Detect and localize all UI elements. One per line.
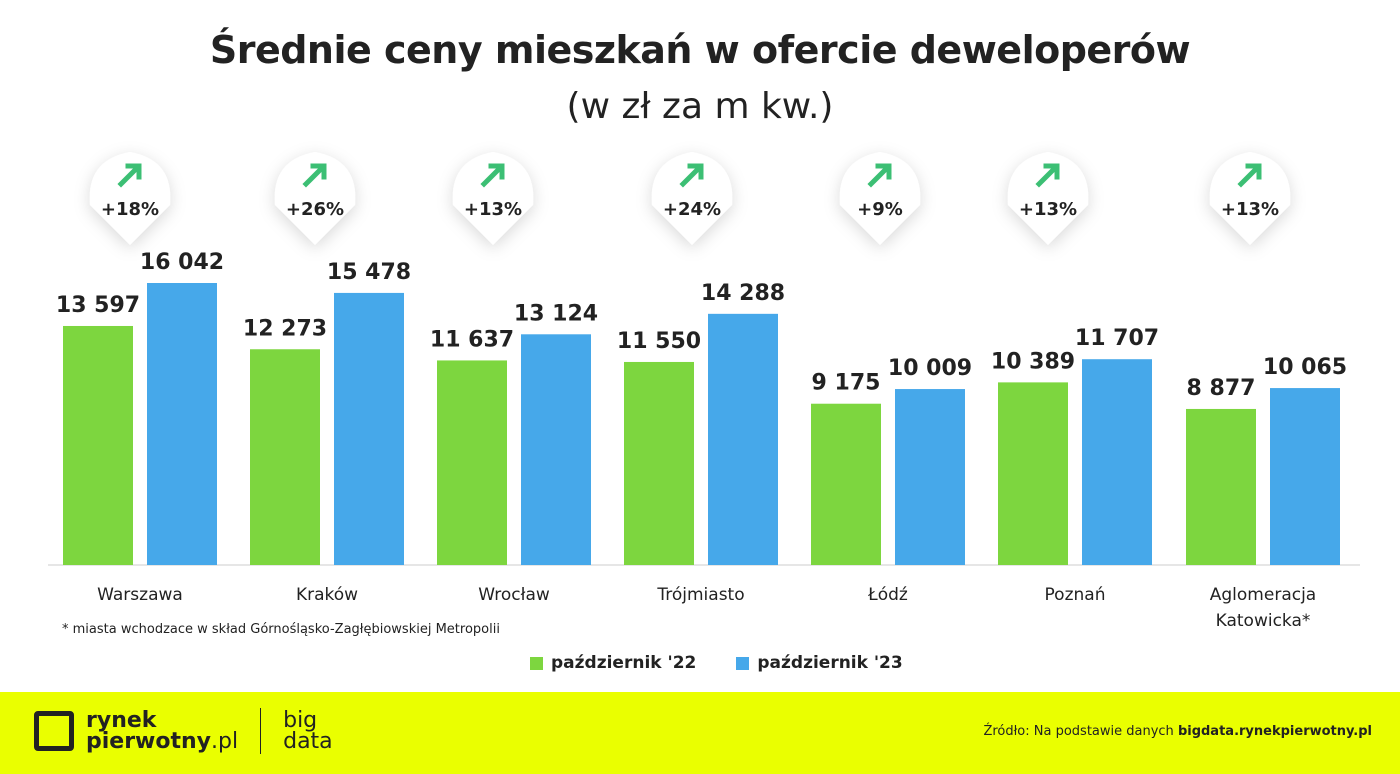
change-callout — [651, 152, 733, 245]
legend-label: październik '23 — [757, 653, 903, 673]
legend: październik '22 październik '23 — [530, 653, 903, 673]
change-callout — [274, 152, 356, 245]
bar-2023 — [521, 334, 591, 565]
source-prefix: Źródło: Na podstawie danych — [983, 724, 1178, 739]
data-label: 13 597 — [56, 293, 140, 318]
bar-2022 — [998, 382, 1068, 565]
logo-text: pierwotny — [86, 729, 212, 754]
bar-2023 — [895, 389, 965, 565]
category-label: Łódź — [867, 585, 908, 605]
chart-title: Średnie ceny mieszkań w ofercie dewelope… — [209, 28, 1191, 72]
logo-mark-icon — [34, 711, 74, 751]
change-callout — [1209, 152, 1291, 245]
logo-divider — [260, 708, 262, 754]
bar-2022 — [437, 360, 507, 565]
change-callout — [839, 152, 921, 245]
bar-2023 — [1082, 359, 1152, 565]
data-label: 16 042 — [140, 250, 224, 275]
chart-subtitle: (w zł za m kw.) — [566, 86, 834, 127]
arrow-up-right-icon — [867, 163, 892, 188]
data-label: 10 065 — [1263, 355, 1347, 380]
bar-2022 — [624, 361, 694, 565]
change-label: +9% — [857, 199, 903, 220]
bar-2023 — [1270, 388, 1340, 565]
change-label: +13% — [464, 199, 522, 220]
arrow-up-right-icon — [1035, 163, 1060, 188]
category-label: Wrocław — [478, 585, 550, 605]
category-label: Kraków — [296, 585, 358, 605]
bigdata-text: big — [283, 708, 318, 733]
data-label: 9 175 — [812, 371, 881, 396]
change-callout — [452, 152, 534, 245]
arrow-up-right-icon — [679, 163, 704, 188]
bar-2022 — [250, 349, 320, 565]
category-label: Warszawa — [97, 585, 183, 605]
data-label: 11 550 — [617, 329, 701, 354]
category-label: Poznań — [1045, 585, 1106, 605]
data-label: 10 009 — [888, 356, 972, 381]
legend-swatch — [736, 656, 750, 670]
legend-item-2023: październik '23 — [736, 653, 903, 673]
data-label: 13 124 — [514, 301, 598, 326]
source-site: bigdata.rynekpierwotny.pl — [1177, 724, 1372, 739]
bar-2022 — [1186, 408, 1256, 565]
logo-text: .pl — [211, 729, 239, 754]
data-label: 12 273 — [243, 316, 327, 341]
arrow-up-right-icon — [302, 163, 327, 188]
change-label: +26% — [286, 199, 344, 220]
data-label: 8 877 — [1187, 376, 1256, 401]
bar-2023 — [708, 313, 778, 565]
arrow-up-right-icon — [117, 163, 142, 188]
data-label: 10 389 — [991, 349, 1075, 374]
data-label: 14 288 — [701, 281, 785, 306]
change-callout — [89, 152, 171, 245]
bar-2023 — [147, 283, 217, 565]
bigdata-text: data — [283, 729, 333, 754]
legend-label: październik '22 — [551, 653, 697, 673]
source-text: Źródło: Na podstawie danych bigdata.ryne… — [983, 724, 1372, 739]
bar-2022 — [811, 403, 881, 565]
category-label: Katowicka* — [1216, 611, 1311, 631]
change-label: +24% — [663, 199, 721, 220]
change-label: +13% — [1221, 199, 1279, 220]
data-label: 11 707 — [1075, 326, 1159, 351]
arrow-up-right-icon — [480, 163, 505, 188]
logo-text: rynek — [86, 708, 157, 733]
change-label: +18% — [101, 199, 159, 220]
category-label: Aglomeracja — [1210, 585, 1316, 605]
footer-bar: rynek pierwotny.pl big data Źródło: Na pod… — [0, 692, 1400, 774]
data-label: 15 478 — [327, 260, 411, 285]
data-label: 11 637 — [430, 327, 514, 352]
category-label: Trójmiasto — [656, 585, 744, 605]
logo: rynek pierwotny.pl big data — [34, 708, 333, 754]
footnote: * miasta wchodzace w skład Górnośląsko-Z… — [62, 622, 500, 637]
legend-swatch — [530, 656, 543, 670]
bar-2022 — [63, 325, 133, 565]
change-label: +13% — [1019, 199, 1077, 220]
bar-2023 — [334, 292, 404, 565]
legend-item-2022: październik '22 — [530, 653, 696, 673]
change-callout — [1007, 152, 1089, 245]
arrow-up-right-icon — [1237, 163, 1262, 188]
